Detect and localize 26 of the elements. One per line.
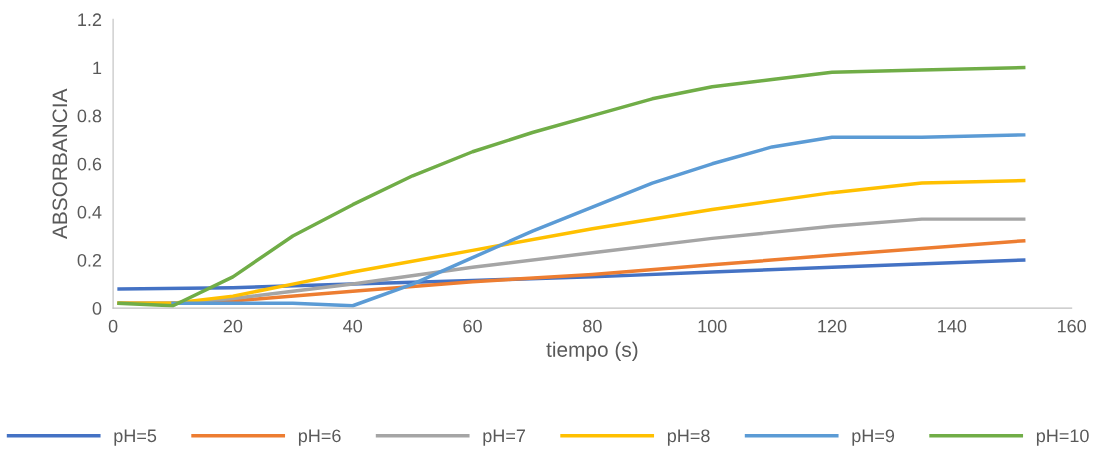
x-axis-title: tiempo (s): [546, 341, 638, 362]
y-tick-label: 1.2: [78, 13, 102, 26]
x-tick-label: 100: [698, 319, 727, 333]
line-series: [171, 133, 1026, 308]
y-axis-title: ABSORBANCIA: [52, 88, 68, 239]
legend-label: pH=5: [114, 429, 157, 446]
x-tick-label: 40: [343, 319, 363, 333]
y-tick-label: 0.8: [77, 109, 102, 123]
x-tick-label: 160: [1057, 319, 1087, 333]
x-tick-label: 60: [463, 319, 482, 333]
y-tick-label: 0: [92, 302, 102, 315]
y-tick-label: 0.6: [77, 157, 102, 171]
x-tick-label: 20: [223, 319, 243, 333]
legend-label: pH=9: [852, 429, 895, 446]
y-tick-label: 0.2: [77, 253, 102, 267]
line-series: [117, 65, 1026, 308]
legend-label: pH=7: [483, 429, 526, 446]
x-tick-label: 140: [938, 319, 967, 333]
y-tick-label: 1: [93, 61, 102, 75]
x-tick-label: 0: [108, 319, 118, 333]
legend-label: pH=8: [667, 429, 710, 446]
y-tick-label: 0.4: [77, 205, 102, 219]
x-tick-label: 120: [818, 319, 847, 333]
legend-label: pH=6: [298, 429, 341, 446]
legend-label: pH=10: [1036, 429, 1089, 446]
x-tick-label: 80: [583, 319, 602, 333]
